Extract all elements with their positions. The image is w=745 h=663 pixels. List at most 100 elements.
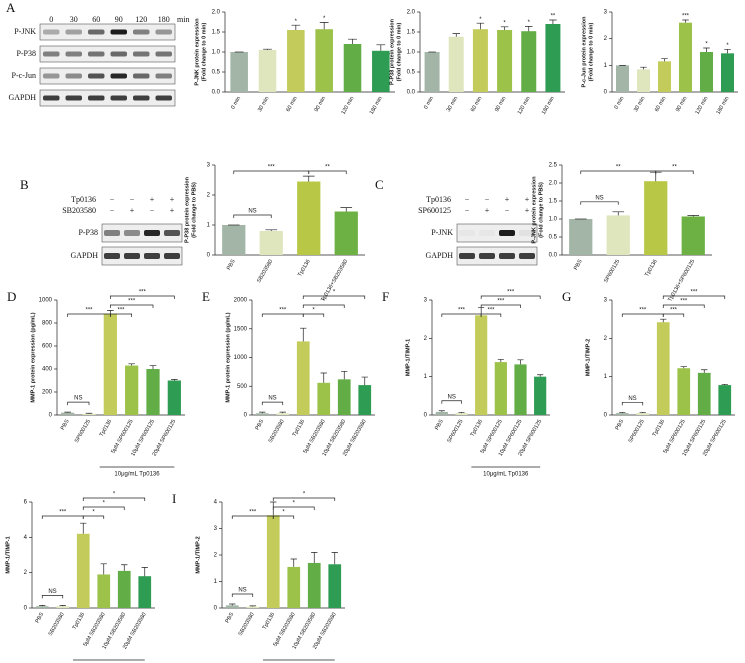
bar (258, 50, 277, 92)
blot-band (65, 73, 82, 79)
blot-row-label: P-JNK (431, 228, 453, 237)
y-tick-label: 1.5 (549, 199, 558, 205)
bar (287, 30, 305, 92)
y-tick-label: 1 (604, 374, 608, 380)
error-bar (348, 38, 357, 44)
significance-bracket (272, 497, 336, 501)
bracket-label: *** (670, 308, 678, 314)
blot-band (110, 29, 127, 35)
y-axis-title: MMP-1 protein expression (pg/mL) (30, 312, 36, 402)
blot-band (104, 253, 120, 259)
blot-frame (39, 23, 176, 41)
significance-bracket (82, 506, 125, 510)
y-tick-label: 600 (42, 344, 53, 350)
blot-band (133, 95, 150, 101)
significance-bracket (231, 593, 254, 598)
panel-letter: F (382, 289, 389, 304)
error-bar (537, 374, 544, 377)
blot-frame (39, 67, 176, 85)
blot-band (459, 253, 475, 259)
bar (276, 413, 290, 415)
bar (358, 385, 372, 415)
y-axis-title: MMP-1/TIMP-1 (5, 536, 11, 573)
treatment-label: SP600125 (418, 206, 451, 215)
x-tick-label: 60 min (654, 96, 667, 113)
blot-band (144, 230, 160, 236)
x-tick-label: 5μM SB203580 (83, 612, 107, 648)
error-bar (640, 66, 647, 70)
significance-bracket (480, 304, 521, 308)
bar (337, 379, 351, 415)
bar (97, 574, 111, 608)
blot-band (88, 73, 105, 79)
error-bar (476, 22, 485, 30)
treatment-sign: − (505, 206, 510, 215)
x-tick-label: SB203580 (268, 419, 286, 444)
significance-label: ** (551, 14, 556, 20)
blot-band (499, 230, 515, 236)
treatment-sign: − (465, 206, 470, 215)
significance-bracket (441, 400, 462, 404)
error-bar (107, 310, 114, 314)
bar (448, 36, 464, 92)
x-tick-label: 120 min (517, 96, 532, 116)
bar (656, 322, 670, 415)
y-tick-label: 2 (604, 36, 608, 42)
bar (315, 29, 333, 92)
significance-label: * (323, 16, 326, 22)
y-axis-title: P-c-Jun protein expression (581, 16, 587, 88)
error-bar (128, 363, 135, 366)
x-tick-label: 0 min (614, 96, 626, 111)
significance-bracket (41, 595, 64, 599)
bracket-label: *** (690, 290, 698, 296)
x-tick-label: 90 min (314, 96, 327, 113)
error-bar (452, 33, 460, 37)
error-bar (680, 366, 687, 369)
error-bar (361, 376, 368, 386)
treatment-sign: − (485, 195, 490, 204)
blot-band (133, 51, 150, 57)
x-tick-label: PBS (615, 418, 626, 431)
bracket-label: * (303, 492, 306, 498)
bar (125, 365, 139, 415)
x-tick-label: 120 min (341, 96, 356, 116)
y-tick-label: 800 (42, 321, 53, 327)
bar (334, 211, 358, 255)
blot-row-label: P-c-Jun (12, 71, 36, 80)
treatment-sign: + (170, 206, 175, 215)
y-tick-label: 400 (42, 367, 53, 373)
treatment-sign: − (150, 206, 155, 215)
blot-band (88, 29, 105, 35)
y-tick-label: 4 (214, 500, 218, 506)
y-tick-label: 0 (424, 413, 428, 419)
treatment-sign: + (485, 206, 490, 215)
y-tick-label: 1 (424, 374, 428, 380)
bracket-label: NS (268, 396, 276, 402)
error-bar (249, 605, 256, 607)
y-tick-label: 0.5 (407, 70, 416, 76)
blot-band (110, 73, 127, 79)
significance-bracket (621, 313, 664, 317)
blot-band (104, 230, 120, 236)
bar (435, 411, 448, 415)
y-tick-label: 1.0 (549, 217, 558, 223)
y-axis-title: P-P38 protein expression (184, 176, 190, 243)
x-tick-label: 180 min (369, 96, 384, 116)
x-tick-label: 90 min (675, 96, 688, 113)
y-axis-title: MMP-1/TIMP-2 (195, 536, 201, 573)
bracket-label: ** (672, 165, 677, 171)
x-tick-label: 20μM SP600125 (152, 419, 178, 458)
y-axis-title: MMP-1/TIMP-1 (405, 339, 411, 376)
bar (35, 606, 49, 608)
error-bar (290, 558, 297, 567)
blot-band (519, 230, 535, 236)
blot-band (88, 95, 105, 101)
treatment-sign: − (130, 195, 135, 204)
significance-label: * (503, 20, 506, 26)
error-bar (320, 372, 327, 383)
bar (606, 215, 630, 255)
x-tick-label: 0 min (230, 96, 242, 111)
treatment-sign: − (110, 195, 115, 204)
y-tick-label: 1500 (234, 326, 248, 332)
x-tick-label: Tp0136 (99, 419, 114, 438)
